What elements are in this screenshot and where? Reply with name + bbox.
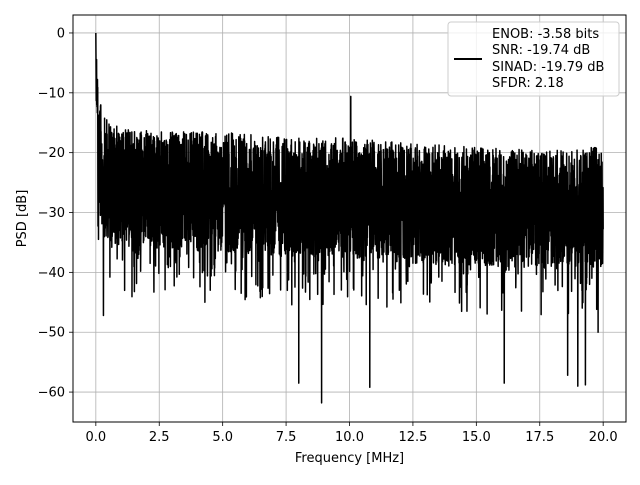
y-tick-label: 0 bbox=[57, 26, 65, 41]
legend-entry-snr: SNR: -19.74 dB bbox=[492, 43, 590, 58]
psd-series-line bbox=[95, 32, 604, 404]
y-axis-label: PSD [dB] bbox=[15, 190, 30, 248]
legend-box bbox=[447, 21, 620, 97]
x-tick-label: 0.0 bbox=[85, 430, 106, 445]
y-tick-label: −60 bbox=[38, 386, 65, 401]
legend: ENOB: -3.58 bits SNR: -19.74 dB SINAD: -… bbox=[447, 21, 620, 97]
x-tick-label: 12.5 bbox=[398, 430, 427, 445]
x-tick-label: 17.5 bbox=[525, 430, 554, 445]
x-tick-label: 20.0 bbox=[589, 430, 618, 445]
x-axis-label: Frequency [MHz] bbox=[295, 451, 404, 466]
x-tick-label: 5.0 bbox=[212, 430, 233, 445]
y-tick-label: −30 bbox=[38, 206, 65, 221]
tick-layer: 0.0 2.5 5.0 7.5 10.0 12.5 15.0 17.5 20.0 0 −10 −20 −… bbox=[38, 26, 618, 445]
x-tick-label: 15.0 bbox=[462, 430, 491, 445]
legend-entry-sfdr: SFDR: 2.18 bbox=[492, 76, 564, 91]
x-tick-label: 7.5 bbox=[276, 430, 297, 445]
x-tick-label: 2.5 bbox=[149, 430, 170, 445]
y-tick-label: −20 bbox=[38, 146, 65, 161]
x-tick-label: 10.0 bbox=[335, 430, 364, 445]
series-layer bbox=[95, 32, 604, 404]
legend-entry-sinad: SINAD: -19.79 dB bbox=[492, 60, 604, 75]
legend-entry-enob: ENOB: -3.58 bits bbox=[492, 27, 599, 42]
y-tick-label: −40 bbox=[38, 266, 65, 281]
y-tick-label: −50 bbox=[38, 326, 65, 341]
y-tick-label: −10 bbox=[38, 86, 65, 101]
